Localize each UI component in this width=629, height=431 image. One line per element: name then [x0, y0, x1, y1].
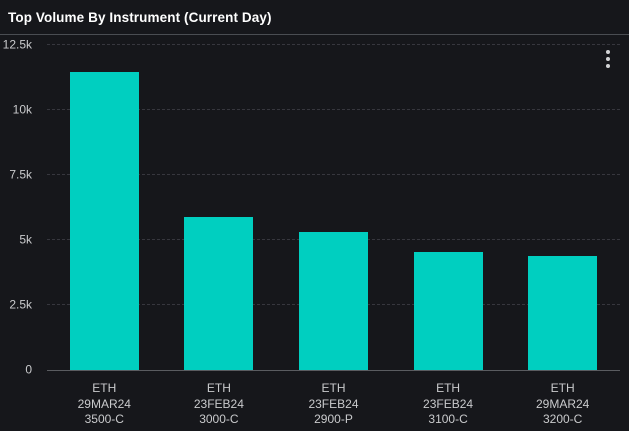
y-tick-label: 7.5k [9, 167, 32, 182]
x-tick-label-line: 3200-C [542, 412, 583, 426]
x-tick-label-line: ETH [206, 381, 231, 395]
bar[interactable] [184, 216, 254, 370]
gridline [47, 44, 620, 45]
kebab-dot [606, 64, 610, 68]
bar-cell [162, 45, 277, 370]
x-tick-label: ETH 23FEB24 3000-C [162, 381, 277, 428]
bar[interactable] [69, 71, 139, 370]
bar-cell [505, 45, 620, 370]
y-tick-label: 12.5k [2, 37, 32, 52]
x-tick-label-line: 23FEB24 [308, 396, 359, 411]
y-tick-label: 5k [19, 232, 32, 247]
y-tick-label: 0 [25, 362, 32, 377]
x-tick-label-line: 29MAR24 [535, 396, 590, 411]
y-tick-label: 10k [12, 102, 32, 117]
x-tick-label-line: 23FEB24 [423, 396, 474, 411]
bar[interactable] [298, 231, 368, 370]
x-tick-label-line: 23FEB24 [193, 396, 244, 411]
x-tick-label-line: 29MAR24 [77, 396, 131, 411]
x-tick-label-line: 3500-C [84, 412, 124, 426]
x-tick-label: ETH 29MAR24 3200-C [505, 381, 620, 428]
x-tick-label: ETH 23FEB24 3100-C [391, 381, 506, 428]
x-tick-label-line: ETH [436, 381, 461, 395]
bar-cell [276, 45, 391, 370]
bar-cell [391, 45, 506, 370]
x-tick-label: ETH 29MAR24 3500-C [47, 381, 162, 428]
x-tick-label-line: 3100-C [428, 412, 468, 426]
panel-header: Top Volume By Instrument (Current Day) [0, 0, 629, 35]
x-tick-label-line: ETH [321, 381, 346, 395]
bars-container [47, 45, 620, 370]
x-axis: ETH 29MAR24 3500-C ETH 23FEB24 3000-C ETH 23FEB… [47, 381, 620, 428]
bar-cell [47, 45, 162, 370]
y-axis: 0 2.5k 5k 7.5k 10k 12.5k [0, 38, 32, 376]
x-tick-label-line: 3000-C [199, 412, 239, 426]
x-tick-label-line: ETH [550, 381, 575, 395]
x-tick-label: ETH 23FEB24 2900-P [276, 381, 391, 428]
bar[interactable] [413, 251, 483, 370]
kebab-dot [606, 50, 610, 54]
kebab-dot [606, 57, 610, 61]
plot-area [47, 44, 620, 371]
panel-title: Top Volume By Instrument (Current Day) [8, 9, 272, 25]
gridline [47, 109, 620, 110]
gridline [47, 174, 620, 175]
x-tick-label-line: ETH [92, 381, 117, 395]
bar[interactable] [528, 256, 598, 370]
y-tick-label: 2.5k [9, 297, 32, 312]
x-tick-label-line: 2900-P [314, 412, 353, 426]
kebab-menu-icon[interactable] [604, 48, 612, 70]
